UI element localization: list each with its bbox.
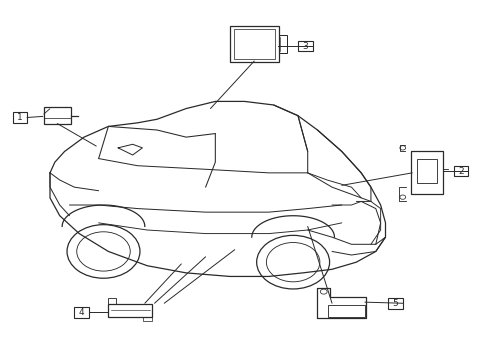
Bar [229, 26, 278, 62]
Bar [387, 298, 402, 309]
Bar [410, 152, 442, 194]
Text: 2: 2 [457, 167, 463, 176]
Bar [108, 303, 152, 317]
Bar [108, 298, 116, 303]
Bar [13, 112, 27, 123]
Bar [453, 166, 467, 176]
Bar [74, 307, 89, 318]
Text: 4: 4 [79, 308, 84, 317]
Text: 5: 5 [391, 299, 397, 308]
Bar [297, 41, 312, 51]
Bar [328, 305, 364, 317]
Text: 3: 3 [302, 41, 307, 50]
Bar [143, 317, 152, 321]
Bar [416, 159, 436, 183]
Bar [278, 35, 287, 53]
Bar [233, 29, 274, 59]
Bar [44, 107, 71, 124]
Text: 1: 1 [17, 113, 23, 122]
